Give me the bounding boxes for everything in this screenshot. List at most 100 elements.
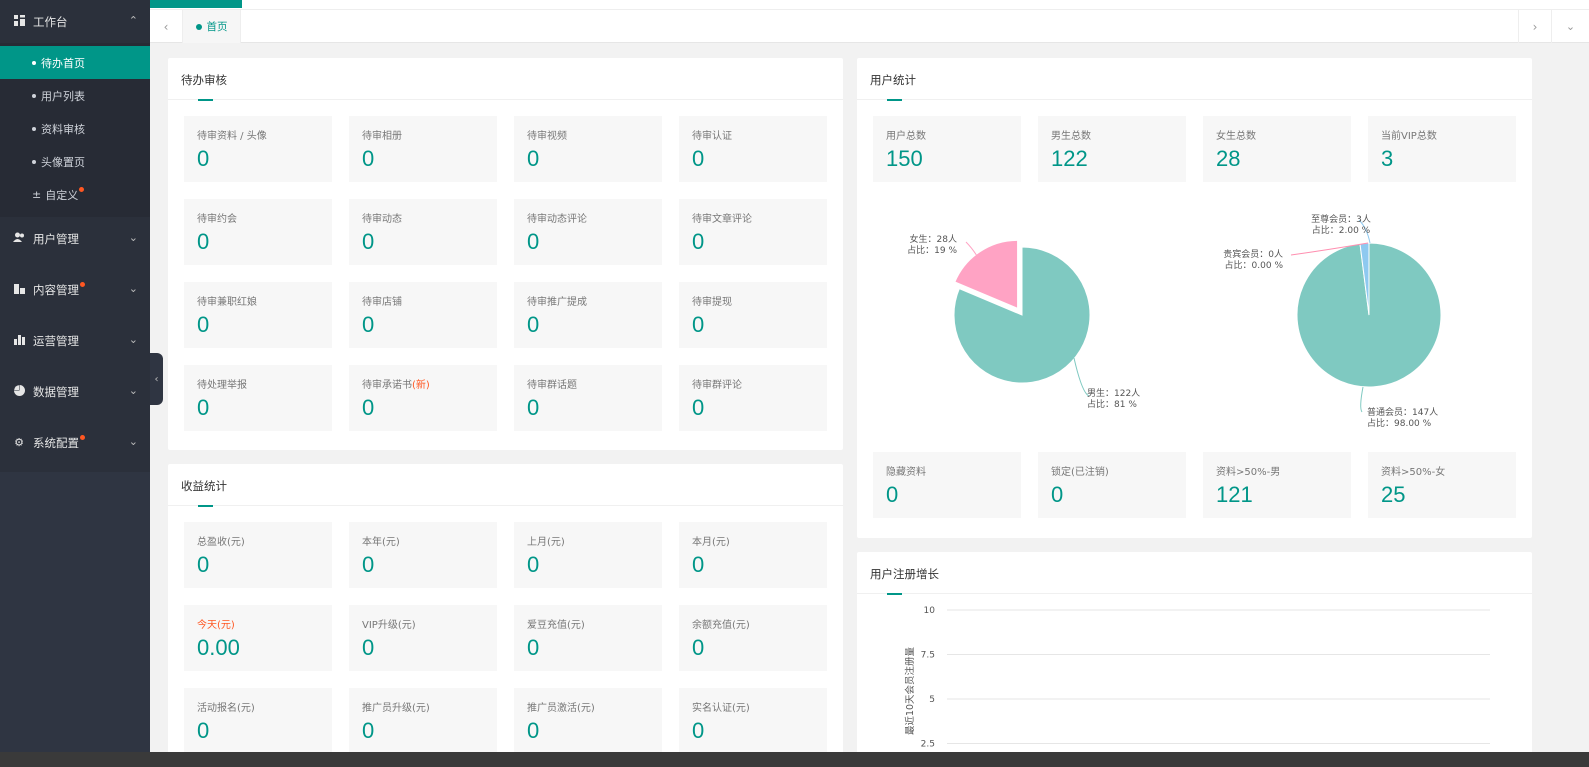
menu-group-label: 数据管理: [33, 384, 79, 399]
pie-label: 占比：98.00 %: [1367, 417, 1432, 429]
sidebar-item-label: 资料审核: [41, 122, 85, 136]
title-underline: [887, 593, 902, 595]
card-title: 收益统计: [168, 464, 843, 507]
stat-tile: 活动报名(元) 0: [184, 688, 332, 754]
stat-label-text: 待处理举报: [197, 380, 247, 391]
stat-tile: 待处理举报 0: [184, 365, 332, 431]
pie-label-line: [1358, 219, 1371, 244]
sidebar-item-profile-review[interactable]: 资料审核: [0, 112, 150, 145]
stat-label-text: 实名认证(元): [692, 703, 750, 714]
stat-value: 0: [527, 146, 540, 171]
bullet-icon: [32, 60, 36, 65]
tab-home[interactable]: 首页: [183, 10, 241, 43]
stat-label: 今天(元): [197, 616, 235, 631]
stat-label-text: 待审群话题: [527, 380, 577, 391]
stat-label: 待审店铺: [362, 293, 402, 308]
tab-label: 首页: [206, 21, 228, 33]
users-icon: [13, 232, 25, 246]
pie-label: 女生：28人: [910, 233, 957, 245]
menu-group-operations[interactable]: 运营管理 ⌄: [0, 319, 150, 362]
pie-label: 普通会员：147人: [1367, 406, 1438, 418]
stat-value: 0: [362, 635, 375, 660]
tab-scroll-right-button[interactable]: ›: [1518, 10, 1551, 43]
stat-tile: 爱豆充值(元) 0: [514, 605, 662, 671]
pie-label: 占比：2.00 %: [1312, 224, 1371, 236]
stat-tile: 用户总数 150: [873, 116, 1021, 182]
menu-group-data-management[interactable]: 数据管理 ⌄: [0, 370, 150, 413]
screen-bottom-edge: [0, 752, 1589, 767]
stat-label-text: 当前VIP总数: [1381, 131, 1437, 142]
stat-value: 0: [527, 718, 540, 743]
stat-label-text: 待审文章评论: [692, 214, 752, 225]
dot-icon: [195, 23, 202, 30]
chevron-down-icon: ⌄: [128, 333, 138, 346]
tab-scroll-left-button[interactable]: ‹: [150, 10, 183, 43]
y-tick-label: 2.5: [921, 740, 935, 750]
stat-value: 0: [362, 229, 375, 254]
sidebar-item-todo-home[interactable]: 待办首页: [0, 46, 150, 79]
collapse-sidebar-button[interactable]: ‹: [150, 353, 163, 405]
stat-tile: 待审动态评论 0: [514, 199, 662, 265]
stat-label: 男生总数: [1051, 127, 1091, 142]
stat-label-text: 推广员激活(元): [527, 703, 595, 714]
notification-dot: [80, 435, 85, 440]
stat-label-text: 待审承诺书: [362, 380, 412, 391]
stat-tile: 资料>50%-男 121: [1203, 452, 1351, 518]
stat-label: 女生总数: [1216, 127, 1256, 142]
y-axis-label: 最近10天会员注册量: [904, 646, 916, 735]
stat-label: 爱豆充值(元): [527, 616, 585, 631]
stat-label: 待审动态: [362, 210, 402, 225]
stat-tile: 待审认证 0: [679, 116, 827, 182]
stat-tile: 待审群话题 0: [514, 365, 662, 431]
menu-group-label: 工作台: [33, 14, 68, 29]
pie-slice[interactable]: [954, 239, 1019, 310]
stat-value: 0: [692, 395, 705, 420]
registration-growth-card: 用户注册增长 10 7.5 5 2.5 最近10天会员注册量: [857, 552, 1532, 764]
stat-tile: 本年(元) 0: [349, 522, 497, 588]
stat-label-text: 用户总数: [886, 131, 926, 142]
menu-group-user-management[interactable]: 用户管理 ⌄: [0, 217, 150, 260]
sidebar-item-label: 自定义: [45, 188, 79, 202]
stat-label: 待审资料 / 头像: [197, 127, 267, 142]
stat-label: 推广员升级(元): [362, 699, 430, 714]
menu-group-content-management[interactable]: 内容管理 ⌄: [0, 268, 150, 311]
stat-label: 当前VIP总数: [1381, 127, 1437, 142]
stat-label-text: 男生总数: [1051, 131, 1091, 142]
sidebar-item-label: 头像置页: [41, 155, 85, 169]
menu-group-workbench[interactable]: 工作台 ⌃: [0, 0, 150, 43]
card-title-text: 用户统计: [870, 73, 916, 87]
stat-tile: VIP升级(元) 0: [349, 605, 497, 671]
card-title: 用户注册增长: [857, 552, 1532, 595]
stat-value: 0: [362, 718, 375, 743]
new-flag: (新): [412, 380, 430, 391]
pie-label-line: [1360, 386, 1364, 413]
stat-label-text: 待审资料 / 头像: [197, 131, 267, 142]
card-title-text: 收益统计: [181, 479, 227, 493]
stat-label-text: 待审动态评论: [527, 214, 587, 225]
tab-options-button[interactable]: ⌄: [1551, 10, 1589, 43]
stat-label-text: 今天(元): [197, 620, 235, 631]
menu-separator: [0, 260, 150, 268]
menu-group-label: 系统配置: [33, 435, 79, 450]
sidebar-item-custom[interactable]: ± 自定义: [0, 178, 150, 211]
chevron-left-icon: ‹: [154, 373, 159, 385]
stat-label-text: 待审动态: [362, 214, 402, 225]
stat-value: 0.00: [197, 635, 240, 660]
stat-label: 本月(元): [692, 533, 730, 548]
stat-label: 待审承诺书(新): [362, 376, 430, 391]
pie-slice[interactable]: [953, 246, 1091, 384]
stat-value: 0: [692, 312, 705, 337]
stat-tile: 女生总数 28: [1203, 116, 1351, 182]
stat-label-text: 待审视频: [527, 131, 567, 142]
stat-label-text: 推广员升级(元): [362, 703, 430, 714]
pending-review-card: 待办审核 待审资料 / 头像 0 待审相册 0 待审视频 0 待审认证 0 待审约会 0 待审动态 0…: [168, 58, 843, 450]
menu-group-system-config[interactable]: ⚙ 系统配置 ⌄: [0, 421, 150, 464]
sidebar-item-avatar-top[interactable]: 头像置页: [0, 145, 150, 178]
pie-label: 占比：0.00 %: [1225, 259, 1284, 271]
user-stats-card: 用户统计 用户总数 150 男生总数 122 女生总数 28 当前VIP总数 3 男生：122…: [857, 58, 1532, 538]
stat-tile: 待审兼职红娘 0: [184, 282, 332, 348]
stat-value: 0: [692, 229, 705, 254]
stat-label-text: 待审约会: [197, 214, 237, 225]
stat-tile: 待审视频 0: [514, 116, 662, 182]
sidebar-item-user-list[interactable]: 用户列表: [0, 79, 150, 112]
